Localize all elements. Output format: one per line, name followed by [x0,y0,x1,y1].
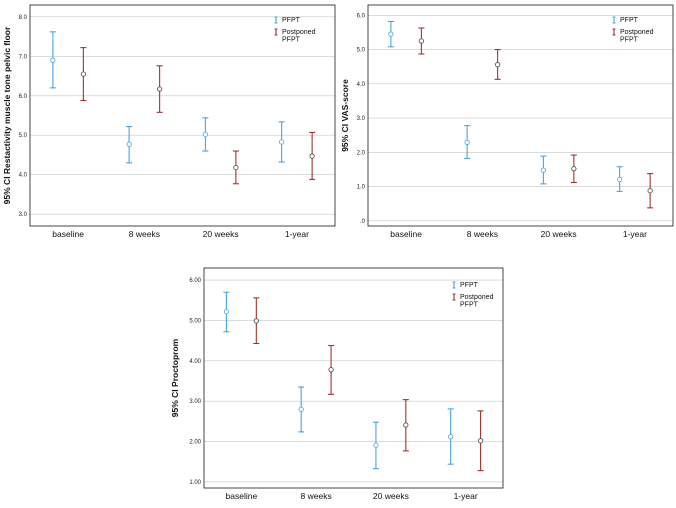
x-tick-label: baseline [390,229,422,239]
mean-point [157,86,163,92]
plot-frame [367,4,674,227]
legend: PFPT Postponed PFPT [612,16,654,44]
y-tick-label: 4.00 [189,359,201,365]
mean-point [571,166,577,172]
legend: PFPT Postponed PFPT [452,281,494,309]
mean-point [477,438,484,444]
legend-label: Postponed PFPT [620,29,654,44]
plot-frame [203,267,504,489]
mean-point [373,442,379,448]
errorbar-postponed-0 [253,297,260,345]
mean-point [403,422,409,428]
chart-proctoprom: 1.00 2.00 3.00 4.00 5.00 6.00 baseline 8 weeks 2… [170,267,504,501]
legend-label: Postponed PFPT [282,29,316,44]
mean-point [80,71,86,77]
errorbar-pfpt-1 [464,125,471,160]
y-tick-label: 2.0 [357,150,366,156]
errorbar-postponed-3 [309,131,316,180]
mean-point [126,141,132,147]
mean-point [388,31,394,37]
errorbar-pfpt-0 [49,31,56,89]
y-tick-label: 7.0 [19,54,28,60]
y-axis-label: 95% CI Proctoprom [170,338,180,417]
errorbar-pfpt-3 [278,121,285,163]
y-tick-label: 4.0 [357,82,366,88]
legend-label: PFPT [460,282,479,289]
errorbar-postponed-3 [477,410,484,472]
plot-frame [29,4,336,227]
y-tick-label: 1.0 [357,185,366,191]
y-axis-label: 95% CI VAS-score [340,79,350,152]
mean-point [233,164,239,171]
mean-point [298,406,304,412]
mean-point [647,188,653,194]
x-tick-label: 8 weeks [467,229,498,239]
y-tick-label: 6.00 [189,278,201,284]
y-axis-label: 95% CI Restactivity muscle tone pelvic f… [2,26,12,204]
mean-point [309,153,315,159]
errorbar-pfpt-3 [447,408,454,465]
x-tick-label: baseline [226,491,258,501]
errorbar-pfpt-0 [223,291,230,333]
x-tick-label: 20 weeks [203,229,239,239]
errorbar-pfpt-2 [202,117,209,152]
errorbar-postponed-1 [494,48,501,80]
chart-muscle-tone: 3.0 4.0 5.0 6.0 7.0 8.0 baseline 8 weeks 20 week… [2,4,336,239]
y-tick-label: 1.00 [189,480,201,486]
errorbar-pfpt-1 [126,126,133,164]
mean-point [448,434,454,440]
x-tick-label: 1-year [623,229,647,239]
y-tick-label: 6.0 [357,13,366,19]
y-tick-label: 5.0 [357,48,366,54]
x-tick-label: 8 weeks [301,491,332,501]
y-tick-label: 3.00 [189,399,201,405]
errorbar-postponed-2 [402,399,409,452]
errorbar-pfpt-3 [616,166,623,192]
mean-point [223,308,230,315]
x-tick-label: 1-year [454,491,478,501]
x-tick-label: baseline [52,229,84,239]
errorbar-postponed-1 [328,344,335,395]
mean-point [418,38,424,44]
mean-point [279,139,285,145]
errorbar-pfpt-2 [540,155,547,185]
errorbar-pfpt-1 [298,386,305,433]
y-tick-label: 2.00 [189,440,201,446]
mean-point [617,176,623,183]
legend-label: Postponed PFPT [460,294,494,309]
mean-point [328,367,334,373]
legend-label: PFPT [620,17,639,24]
errorbar-postponed-2 [232,150,239,185]
mean-point [202,131,208,138]
x-tick-label: 20 weeks [541,229,577,239]
y-tick-label: 3.0 [357,116,366,122]
mean-point [495,62,501,68]
errorbar-postponed-1 [156,65,163,113]
y-tick-label: 6.0 [19,94,28,100]
y-tick-label: 4.0 [19,173,28,179]
x-tick-label: 8 weeks [129,229,160,239]
mean-point [464,139,470,145]
y-tick-label: .0 [360,219,366,225]
legend: PFPT Postponed PFPT [274,16,316,44]
x-tick-label: 20 weeks [373,491,409,501]
legend-label: PFPT [282,17,301,24]
errorbar-postponed-2 [570,154,577,184]
mean-point [253,318,259,324]
y-tick-label: 5.0 [19,133,28,139]
chart-vas-score: .0 1.0 2.0 3.0 4.0 5.0 6.0 baseline 8 weeks 20 we… [340,4,674,239]
errorbar-pfpt-0 [387,20,394,48]
y-tick-label: 3.0 [19,212,28,218]
y-tick-label: 8.0 [19,15,28,21]
errorbar-postponed-3 [647,173,654,209]
mean-point [540,167,546,173]
errorbar-pfpt-2 [372,421,379,470]
errorbar-postponed-0 [80,47,87,102]
x-tick-label: 1-year [285,229,309,239]
errorbar-postponed-0 [418,27,425,55]
mean-point [50,57,56,63]
y-tick-label: 5.00 [189,318,201,324]
